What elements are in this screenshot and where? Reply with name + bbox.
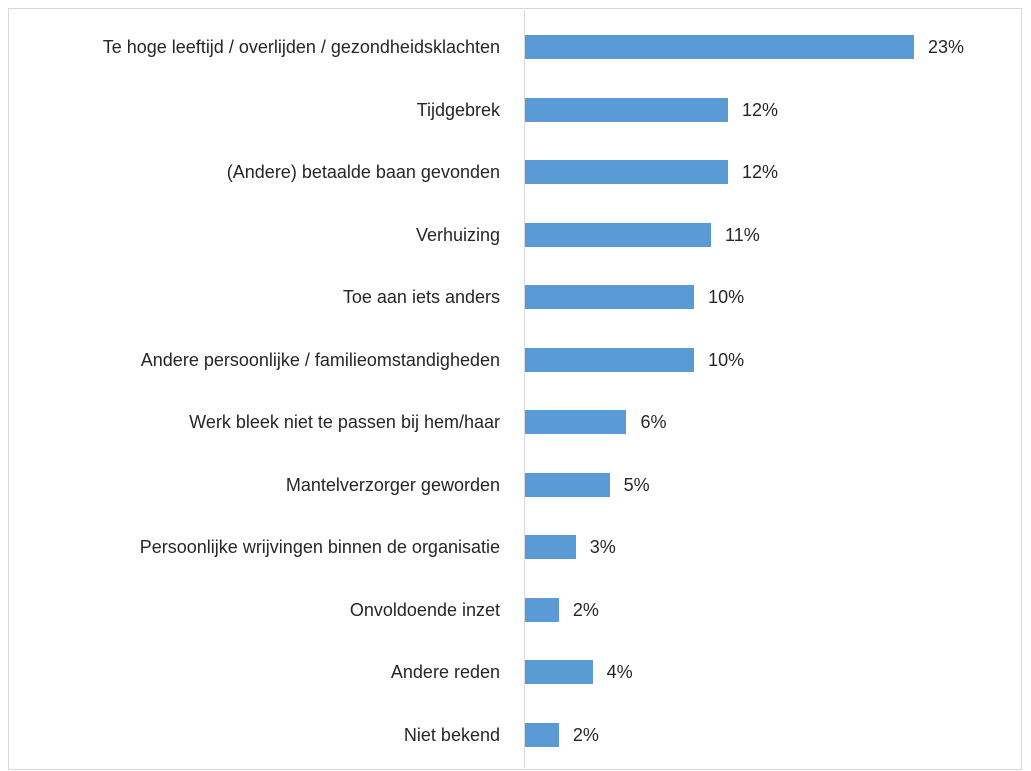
bar bbox=[525, 722, 559, 747]
value-label: 2% bbox=[572, 599, 599, 620]
value-label: 3% bbox=[589, 537, 616, 557]
bar bbox=[525, 347, 695, 372]
category-label: Persoonlijke wrijvingen binnen de organi… bbox=[139, 537, 500, 557]
chart-frame bbox=[8, 8, 1022, 770]
value-label: 12% bbox=[741, 162, 778, 182]
value-label: 12% bbox=[741, 99, 778, 120]
category-label: (Andere) betaalde baan gevonden bbox=[226, 162, 500, 182]
bar bbox=[525, 410, 627, 434]
value-label: 6% bbox=[640, 412, 667, 432]
category-label: Andere reden bbox=[390, 662, 500, 682]
value-label: 10% bbox=[708, 287, 745, 307]
category-label: Toe aan iets anders bbox=[342, 287, 500, 307]
bar bbox=[525, 472, 610, 497]
bar bbox=[525, 35, 914, 59]
value-label: 4% bbox=[606, 662, 633, 682]
bar bbox=[525, 285, 695, 309]
value-label: 23% bbox=[928, 37, 965, 57]
category-label: Niet bekend bbox=[403, 724, 500, 745]
bar bbox=[525, 97, 728, 122]
bar bbox=[525, 597, 559, 622]
category-label: Verhuizing bbox=[415, 224, 500, 245]
bar bbox=[525, 660, 593, 684]
bar bbox=[525, 160, 728, 184]
value-label: 2% bbox=[572, 724, 599, 745]
value-label: 5% bbox=[623, 474, 650, 495]
bar bbox=[525, 222, 712, 247]
category-label: Andere persoonlijke / familieomstandighe… bbox=[140, 349, 500, 370]
category-axis bbox=[524, 10, 525, 768]
category-label: Mantelverzorger geworden bbox=[285, 474, 500, 495]
category-label: Werk bleek niet te passen bij hem/haar bbox=[189, 412, 500, 432]
category-label: Tijdgebrek bbox=[416, 99, 500, 120]
value-label: 10% bbox=[708, 349, 745, 370]
value-label: 11% bbox=[725, 224, 760, 245]
bar bbox=[525, 535, 576, 559]
category-label: Onvoldoende inzet bbox=[349, 599, 500, 620]
category-label: Te hoge leeftijd / overlijden / gezondhe… bbox=[102, 37, 500, 57]
